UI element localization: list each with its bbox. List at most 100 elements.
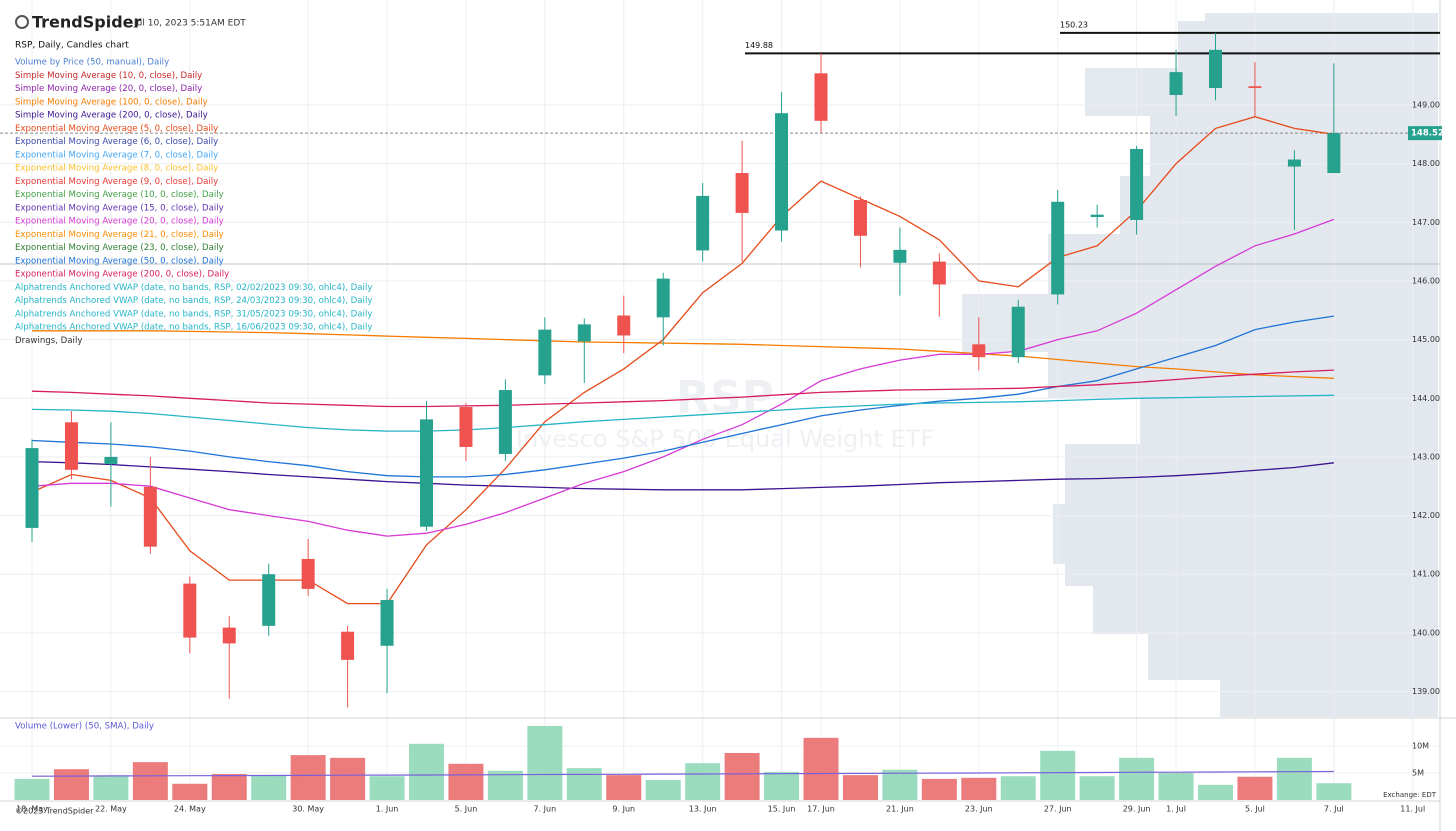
indicator-line [31,315,1334,478]
volume-bar [172,783,208,800]
chart-title: RSP, Daily, Candles chart [15,41,129,51]
volume-bar [409,743,444,800]
candle-body [735,173,749,213]
legend-entry: Alphatrends Anchored VWAP (date, no band… [15,309,372,319]
x-tick-label: 24. May [174,805,206,814]
volume-bar [1040,750,1076,800]
last-price-box [1408,126,1442,141]
candle-body [183,583,197,638]
volume-bar [211,774,247,800]
candle-body [972,344,986,358]
x-tick-label: 5. Jul [1245,805,1265,814]
volume-bar [330,757,366,800]
volume-bar [290,755,326,800]
y-tick-label: 146.00 [1412,276,1440,285]
volume-bar [764,771,800,800]
legend-entry: Alphatrends Anchored VWAP (date, no band… [15,323,372,333]
candle-body [1209,49,1222,88]
x-tick-label: 13. Jun [689,805,717,814]
x-tick-label: 22. May [95,805,127,814]
candle-body [853,200,867,236]
copyright: ©2023 TrendSpider [15,807,94,816]
candle-body [1287,159,1301,167]
x-tick-label: 7. Jun [534,805,557,814]
candle-body [1169,72,1183,96]
volume-bar [1198,784,1233,800]
x-tick-label: 18. May [16,805,48,814]
volume-bar [1237,776,1273,800]
legend-entry: Simple Moving Average (100, 0, close), D… [15,97,208,107]
legend-entry: Exponential Moving Average (20, 0, close… [15,217,224,227]
volume-bar [1000,776,1036,800]
candle-body [814,73,828,121]
legend-entry: Exponential Moving Average (8, 0, close)… [15,164,218,174]
x-tick-label: 15. Jun [768,805,796,814]
legend-entry: Exponential Moving Average (50, 0, close… [15,256,224,266]
timestamp: Jul 10, 2023 5:51AM EDT [133,19,246,29]
x-tick-label: 30. May [292,805,324,814]
candle-body [1248,86,1262,88]
x-tick-label: 7. Jul [1324,805,1344,814]
y-tick-label: 140.00 [1412,628,1440,637]
legend-entry: Exponential Moving Average (15, 0, close… [15,203,224,213]
volume-bar [132,762,168,800]
y-tick-label: 141.00 [1412,570,1440,579]
candle-body [893,249,907,263]
indicator-line [31,218,1335,537]
legend-entry: Simple Moving Average (200, 0, close), D… [15,111,208,121]
y-tick-label: 142.00 [1412,511,1440,520]
candle-body [1011,306,1025,358]
candle-body [1051,201,1065,295]
legend-entry: Exponential Moving Average (9, 0, close)… [15,177,218,187]
legend-entry: Exponential Moving Average (23, 0, close… [15,243,224,253]
volume-bar [251,775,287,800]
x-tick-label: 27. Jun [1044,805,1072,814]
level-label: 150.23 [1060,20,1088,29]
indicator-line [31,116,1334,605]
last-price-label: 148.52 [1411,129,1444,139]
candle-body [1090,214,1104,218]
legend-entry: Exponential Moving Average (7, 0, close)… [15,150,218,160]
volume-bar [53,769,89,800]
candle-body [1130,148,1144,220]
candle-body [577,324,591,342]
volume-bar [724,752,760,800]
candle-body [222,627,236,644]
legend-entry: Alphatrends Anchored VWAP (date, no band… [15,283,372,293]
indicator-line [31,460,1334,491]
volume-bar [921,778,957,800]
x-tick-label: 11. Jul [1400,805,1425,814]
legend-entry: Simple Moving Average (10, 0, close), Da… [15,71,202,81]
candle-body [380,600,394,646]
exchange: Exchange: EDT [1383,791,1437,799]
y-tick-label: 147.00 [1412,218,1440,227]
legend-entry: Exponential Moving Average (6, 0, close)… [15,137,218,147]
candle-body [498,390,512,454]
y-tick-label: 144.00 [1412,394,1440,403]
x-tick-label: 23. Jun [965,805,993,814]
x-tick-label: 21. Jun [886,805,914,814]
volume-bar [1158,772,1194,800]
volume-bar [93,776,129,800]
volume-bar [842,775,878,800]
candle-body [538,329,552,376]
volume-bar [369,776,405,800]
volume-bar [487,770,523,800]
y-tick-label: 148.00 [1412,159,1440,168]
volume-bar [685,763,721,800]
candle-body [696,195,710,251]
x-tick-label: 1. Jul [1166,805,1186,814]
indicator-line [31,394,1334,432]
watermark-subtitle: Invesco S&P 500 Equal Weight ETF [516,425,934,453]
volume-bar [606,775,642,800]
volume-bar [14,778,50,800]
y-tick-label: 149.00 [1412,100,1440,109]
volume-title: Volume (Lower) (50, SMA), Daily [15,722,154,732]
candle-body [459,407,473,447]
candle-body [932,261,946,285]
volume-bar [1079,776,1115,800]
legend-entry: Drawings, Daily [15,336,82,346]
volume-bar [803,737,839,800]
volume-bar [882,769,918,800]
candle-body [301,558,315,589]
